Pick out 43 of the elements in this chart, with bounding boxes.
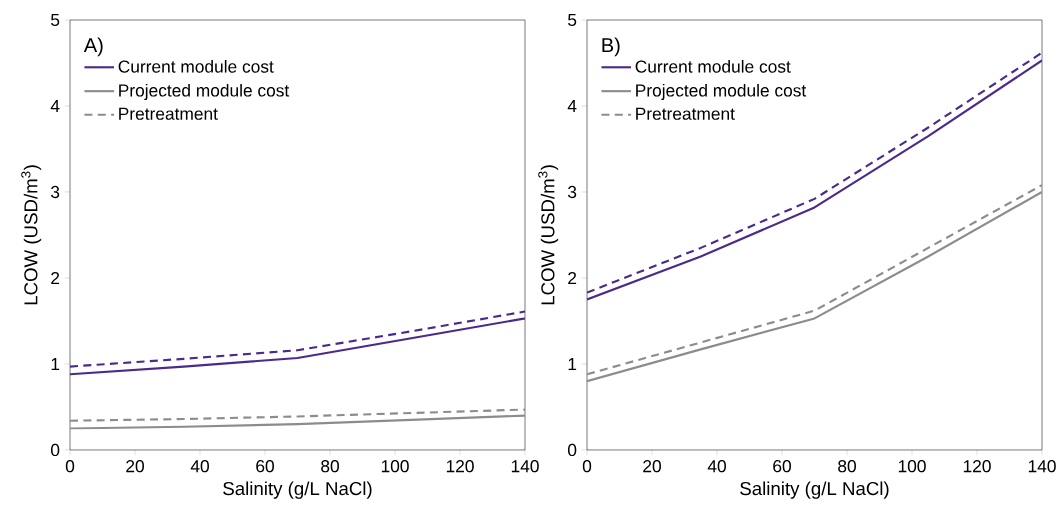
y-tick-label: 1 xyxy=(51,358,60,370)
x-tick-label: 40 xyxy=(190,460,209,473)
x-tick-label: 140 xyxy=(1028,460,1056,473)
y-tick-label: 4 xyxy=(50,100,60,112)
x-axis-title: Salinity (g/L NaCl) xyxy=(223,481,372,499)
x-tick-label: 100 xyxy=(898,460,926,473)
y-axis-title: LCOW (USD/m$^{3}$) xyxy=(21,165,42,305)
y-tick-label: 0 xyxy=(51,443,60,457)
y-tick-label: 2 xyxy=(51,271,60,285)
y-tick-label: 1 xyxy=(568,358,577,370)
x-tick-label: 100 xyxy=(381,460,409,473)
x-tick-label: 0 xyxy=(65,460,75,473)
legend-label: Current module cost xyxy=(118,59,274,73)
y-tick-label: 3 xyxy=(567,185,577,199)
y-tick-label: 2 xyxy=(568,271,577,285)
x-tick-label: 80 xyxy=(321,460,339,473)
line-series xyxy=(70,414,526,430)
y-tick-label: 0 xyxy=(567,443,577,457)
annotation: B) xyxy=(602,37,620,57)
y-tick-label: 5 xyxy=(568,13,577,27)
annotation: A) xyxy=(83,37,103,57)
x-tick-label: 40 xyxy=(707,460,726,473)
x-tick-label: 140 xyxy=(511,460,539,473)
y-tick-label: 4 xyxy=(567,100,577,112)
legend-label: Current module cost xyxy=(635,59,791,73)
legend-label: Pretreatment xyxy=(636,107,735,120)
x-tick-label: 20 xyxy=(643,460,661,473)
x-tick-label: 20 xyxy=(126,460,144,473)
x-tick-label: 60 xyxy=(256,460,274,473)
x-axis-title: Salinity (g/L NaCl) xyxy=(740,481,889,499)
legend-label: Projected module cost xyxy=(119,83,290,101)
x-tick-label: 80 xyxy=(838,460,856,473)
x-tick-label: 120 xyxy=(446,460,474,473)
line-series xyxy=(70,310,526,368)
y-tick-label: 5 xyxy=(51,13,60,27)
legend-label: Pretreatment xyxy=(119,107,218,120)
line-series xyxy=(70,317,526,376)
y-tick-label: 3 xyxy=(51,185,60,199)
y-axis-title: LCOW (USD/m$^{3}$) xyxy=(538,165,559,305)
x-tick-label: 120 xyxy=(963,460,991,473)
x-tick-label: 60 xyxy=(773,460,791,473)
legend-label: Projected module cost xyxy=(636,83,807,101)
x-tick-label: 0 xyxy=(582,460,592,473)
